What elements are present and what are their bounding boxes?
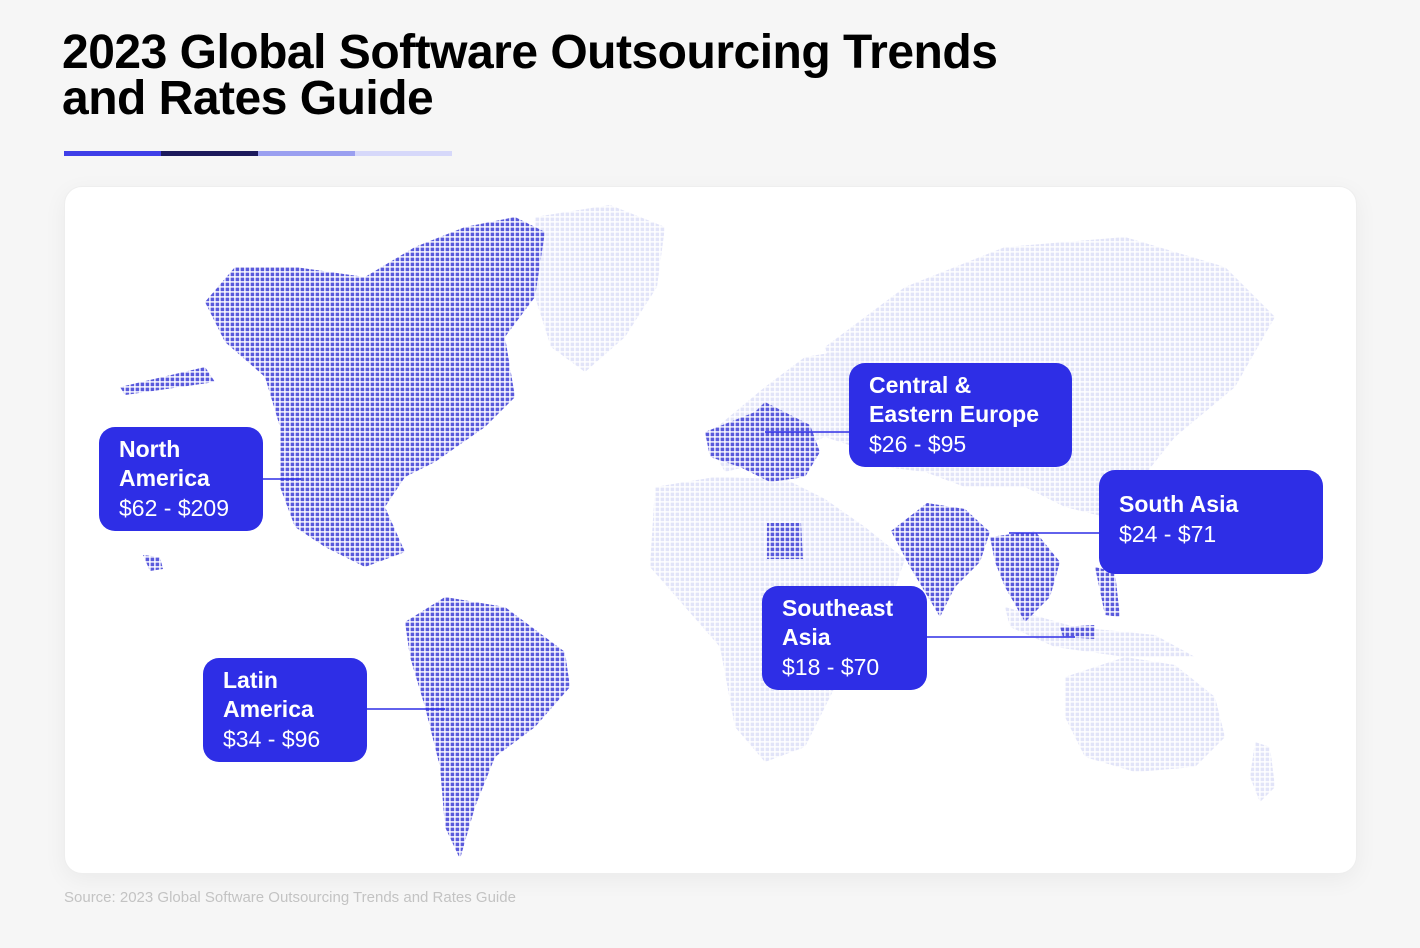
- new-zealand-shape: [1250, 742, 1275, 802]
- australia-shape: [1065, 657, 1225, 772]
- accent-segment-2: [161, 151, 258, 156]
- map-card: North America $62 - $209 Latin America $…: [64, 186, 1357, 874]
- central-eastern-europe-shape: [705, 402, 820, 482]
- region-name: Southeast: [782, 595, 894, 621]
- region-name: Central &: [869, 372, 972, 398]
- label-north-america: North America $62 - $209: [99, 427, 263, 531]
- accent-segment-4: [355, 151, 452, 156]
- region-name: South Asia: [1119, 491, 1239, 517]
- region-rate: $26 - $95: [869, 431, 967, 457]
- accent-segment-1: [64, 151, 161, 156]
- region-name: Latin: [223, 667, 278, 693]
- indonesia-highlight: [1060, 625, 1095, 639]
- indonesia-shape: [1005, 607, 1195, 657]
- region-rate: $18 - $70: [782, 654, 880, 680]
- philippines-shape: [1095, 567, 1120, 617]
- south-asia-shape: [891, 503, 990, 617]
- latin-america-shape: [405, 597, 570, 859]
- accent-segment-3: [258, 151, 355, 156]
- southeast-asia-shape: [990, 531, 1060, 622]
- hawaii-islands: [143, 555, 163, 571]
- region-name: Eastern Europe: [869, 401, 1039, 427]
- region-rate: $24 - $71: [1119, 521, 1217, 547]
- label-central-eastern-europe: Central & Eastern Europe $26 - $95: [849, 363, 1072, 467]
- region-rate: $62 - $209: [119, 495, 229, 521]
- greenland-shape: [535, 205, 665, 372]
- page-title: 2023 Global Software Outsourcing Trends …: [62, 26, 998, 125]
- accent-bar: [64, 151, 452, 156]
- label-southeast-asia: Southeast Asia $18 - $70: [762, 586, 927, 690]
- aleutian-islands: [120, 367, 215, 395]
- connector-lines: [263, 431, 1099, 710]
- egypt-shape: [767, 523, 803, 559]
- label-south-asia: South Asia $24 - $71: [1099, 470, 1323, 574]
- region-rate: $34 - $96: [223, 726, 321, 752]
- region-name: North: [119, 436, 181, 462]
- label-latin-america: Latin America $34 - $96: [203, 658, 367, 762]
- title-line-2: and Rates Guide: [62, 72, 434, 125]
- region-name: Asia: [782, 624, 831, 650]
- region-name: America: [223, 696, 314, 722]
- region-name: America: [119, 465, 210, 491]
- title-line-1: 2023 Global Software Outsourcing Trends: [62, 26, 998, 79]
- source-note: Source: 2023 Global Software Outsourcing…: [64, 889, 516, 906]
